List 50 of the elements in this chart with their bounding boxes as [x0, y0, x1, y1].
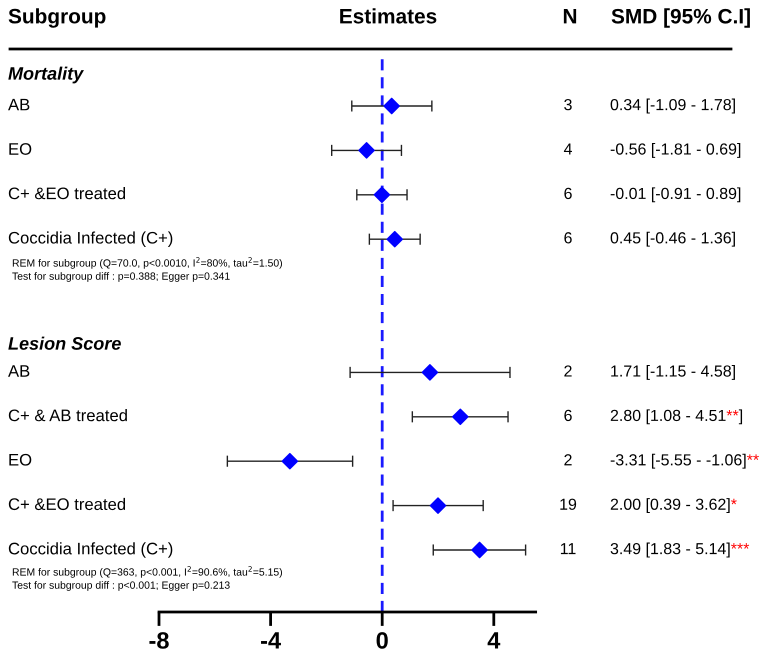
annotation: REM for subgroup (Q=363, p<0.001, I$^{2}$=90.6%, tau$^{2}$=5.15) [12, 566, 282, 578]
text: 2.00 [0.39 - 3.62]* [610, 498, 737, 514]
point [383, 98, 400, 114]
y-tick-label: EO [9, 143, 32, 155]
y-tick-label: C+ & AB treated [8, 409, 127, 422]
y-tick-label: C+ &EO treated [8, 187, 126, 200]
text: 0.45 [-0.46 - 1.36] [610, 232, 735, 247]
point [282, 452, 298, 470]
point [471, 542, 488, 558]
text: SMD [95% C.I] [612, 8, 750, 28]
y-tick-label: Coccidia Infected (C+) [8, 542, 172, 558]
text: 11 [560, 543, 576, 554]
x-tick-label: 0 [376, 632, 388, 649]
text: Subgroup [8, 8, 106, 28]
text: 4 [564, 144, 572, 155]
annotation: Test for subgroup diff : p=0.388; Egger p=0.341 [12, 272, 230, 282]
text: 0.34 [-1.09 - 1.78] [610, 98, 735, 114]
point [422, 364, 438, 381]
x-tick-label: -4 [261, 632, 281, 649]
point [386, 230, 404, 248]
text: Lesion Score [8, 336, 121, 350]
text: 3.49 [1.83 - 5.14]*** [610, 542, 750, 558]
y-tick-label: AB [8, 365, 30, 377]
text: 6 [564, 232, 572, 244]
point [452, 408, 469, 426]
point [374, 186, 390, 204]
text: 19 [560, 498, 576, 510]
text: 2 [564, 365, 572, 377]
y-tick-label: EO [9, 454, 32, 466]
x-tick-label: -8 [149, 632, 169, 649]
text: 6 [564, 188, 572, 200]
point [358, 142, 375, 159]
chart-title: Estimates [340, 8, 436, 24]
y-tick-label: C+ &EO treated [8, 498, 126, 510]
text: -3.31 [-5.55 - -1.06]** [610, 454, 759, 469]
x-tick-label: 4 [488, 632, 500, 649]
text: -0.01 [-0.91 - 0.89] [610, 187, 740, 202]
point [430, 497, 446, 514]
annotation: Test for subgroup diff : p<0.001; Egger p=0.213 [12, 581, 230, 591]
text: 1.71 [-1.15 - 4.58] [611, 364, 735, 380]
text: 6 [564, 410, 572, 422]
text: 2 [564, 454, 572, 466]
y-tick-label: Coccidia Infected (C+) [8, 231, 172, 247]
text: Mortality [8, 66, 84, 84]
y-tick-label: AB [8, 98, 30, 110]
text: 2.80 [1.08 - 4.51**] [610, 409, 742, 424]
text: -0.56 [-1.81 - 0.69] [610, 142, 740, 158]
annotation: REM for subgroup (Q=70.0, p<0.0010, I$^{2}$=80%, tau$^{2}$=1.50) [12, 257, 282, 269]
text: 3 [564, 98, 572, 110]
text: N [564, 9, 576, 24]
